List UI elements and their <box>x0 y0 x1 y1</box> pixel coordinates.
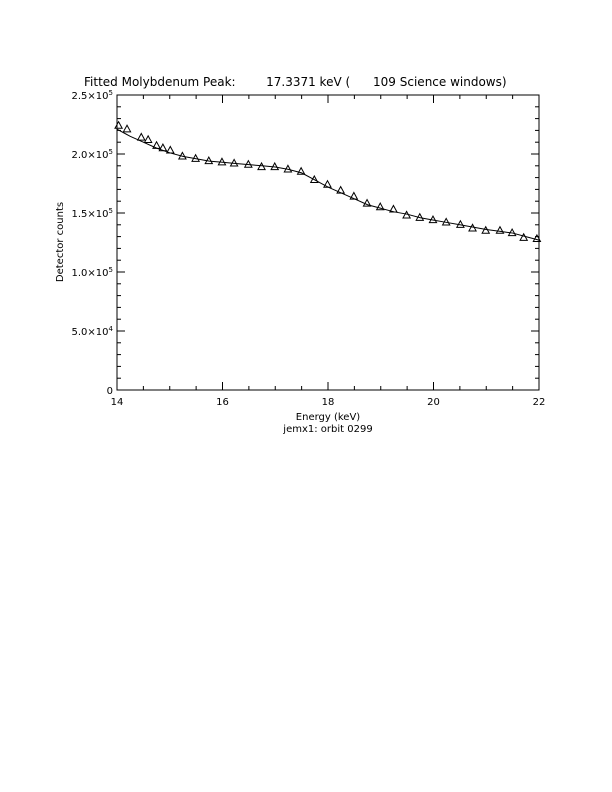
x-tick-label: 20 <box>427 397 440 408</box>
data-point <box>415 212 425 221</box>
x-tick-label: 16 <box>216 397 229 408</box>
chart-subtitle: jemx1: orbit 0299 <box>282 424 372 435</box>
y-axis-label: Detector counts <box>55 202 66 282</box>
data-point <box>428 215 438 224</box>
data-point <box>336 185 346 194</box>
data-point <box>468 223 477 232</box>
data-point <box>114 120 124 129</box>
x-tick-labels: 14 16 18 20 22 <box>111 397 546 408</box>
data-point <box>441 217 451 226</box>
data-point <box>296 166 306 175</box>
data-point <box>229 158 239 167</box>
data-point <box>388 204 398 213</box>
data-point <box>165 145 175 154</box>
data-point <box>532 233 542 243</box>
data-point <box>402 210 412 219</box>
data-point <box>158 143 168 152</box>
data-markers <box>114 120 542 243</box>
data-point <box>177 151 187 160</box>
data-point <box>309 174 319 184</box>
data-point <box>270 161 280 171</box>
data-point <box>122 124 132 133</box>
y-tick-label: 2.0×105 <box>72 148 113 161</box>
data-point <box>455 219 465 228</box>
data-point <box>481 225 491 234</box>
y-tick-label: 0 <box>107 386 113 397</box>
data-point <box>243 159 253 168</box>
x-axis-label: Energy (keV) <box>296 412 361 423</box>
chart-title: Fitted Molybdenum Peak: 17.3371 keV ( 10… <box>84 75 507 89</box>
fit-curve <box>116 128 540 241</box>
data-point <box>152 140 162 149</box>
data-point <box>191 153 201 162</box>
y-tick-labels: 0 5.0×104 1.0×105 1.5×105 2.0×105 2.5×105 <box>72 89 114 397</box>
data-point <box>495 225 505 234</box>
y-tick-label: 2.5×105 <box>72 89 113 102</box>
data-point <box>217 157 227 166</box>
x-tick-label: 18 <box>322 397 335 408</box>
data-point <box>136 132 146 141</box>
data-point <box>519 232 529 241</box>
y-tick-label: 1.5×105 <box>72 207 113 220</box>
data-point <box>375 202 385 211</box>
data-point <box>362 198 372 207</box>
plot-frame <box>116 94 540 391</box>
y-tick-label: 1.0×105 <box>72 266 113 279</box>
data-point <box>507 228 517 237</box>
data-point <box>349 191 359 200</box>
data-point <box>323 179 332 188</box>
data-point <box>204 156 214 165</box>
x-tick-label: 14 <box>111 397 124 408</box>
x-tick-label: 22 <box>533 397 546 408</box>
data-point <box>143 134 153 143</box>
data-point <box>283 164 293 173</box>
y-tick-label: 5.0×104 <box>72 325 114 338</box>
data-point <box>257 161 266 171</box>
axis-ticks <box>116 94 540 391</box>
